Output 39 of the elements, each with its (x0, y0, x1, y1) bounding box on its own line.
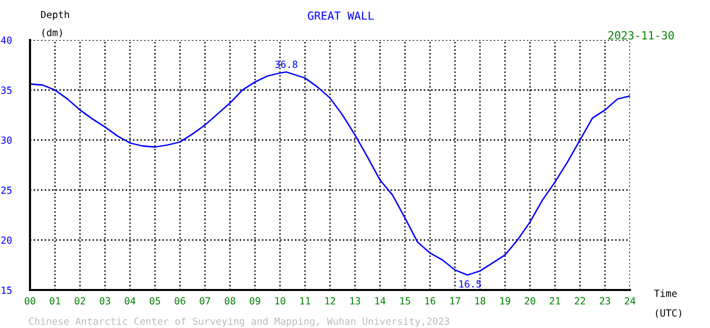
chart-subtitle: 2023-11-30 (608, 31, 674, 40)
x-tick-label: 06 (174, 297, 186, 305)
x-tick-label: 22 (574, 297, 586, 304)
x-tick-label: 16 (425, 297, 436, 305)
x-tick-label: 14 (375, 297, 386, 304)
x-tick-label: 12 (325, 297, 336, 304)
y-tick-label: 30 (1, 136, 12, 144)
y-tick-label: 35 (1, 86, 12, 94)
annotation: 16.5 (459, 280, 481, 288)
x-tick-label: 17 (450, 297, 460, 304)
x-tick-label: 20 (524, 297, 536, 305)
text: Time (UTC) (654, 289, 682, 318)
y-tick-label: 40 (1, 36, 12, 44)
x-tick-label: 05 (150, 297, 160, 305)
x-tick-label: 19 (500, 297, 510, 305)
text: Chinese Antarctic Center of Surveying and Mapping, Wuhan University,2023 (29, 317, 450, 327)
x-tick-label: 03 (100, 297, 110, 305)
x-tick-label: 07 (200, 297, 210, 305)
y-tick-label: 25 (1, 186, 12, 194)
x-tick-label: 15 (400, 297, 410, 305)
x-tick-label: 00 (24, 297, 36, 305)
x-tick-label: 08 (224, 297, 236, 305)
y-axis-title: Depth (dm) (41, 10, 69, 38)
x-tick-label: 18 (475, 297, 486, 305)
y-tick-label: 15 (2, 286, 12, 294)
x-tick-label: 24 (624, 297, 636, 304)
x-tick-label: 01 (50, 297, 60, 305)
line-series (30, 71, 630, 276)
x-tick-label: 10 (275, 297, 286, 305)
x-tick-label: 13 (350, 297, 360, 305)
y-tick-label: 20 (1, 236, 12, 244)
x-tick-label: 23 (600, 297, 610, 305)
x-tick-label: 11 (300, 297, 310, 304)
chart-title: GREAT WALL (308, 11, 374, 20)
x-tick-label: 02 (74, 297, 86, 305)
x-tick-label: 09 (250, 297, 260, 305)
x-tick-label: 21 (550, 297, 560, 304)
annotation: 36.8 (275, 60, 298, 68)
x-tick-label: 04 (124, 297, 136, 305)
